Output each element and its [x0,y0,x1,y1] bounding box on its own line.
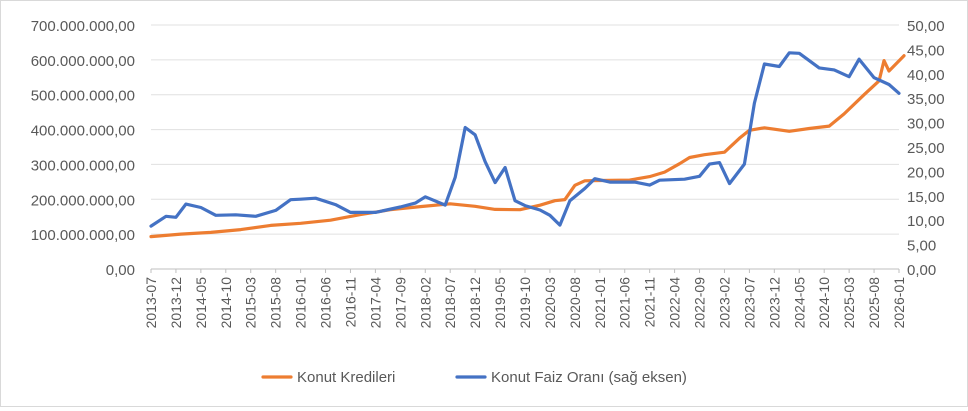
x-tick-label: 2025-03 [841,277,857,329]
right-tick-label: 5,00 [907,238,936,255]
right-tick-label: 40,00 [907,67,945,84]
right-tick-label: 35,00 [907,91,945,108]
x-tick-label: 2020-08 [567,277,583,329]
series-line-konut-faiz-orani [149,51,901,228]
x-tick-label: 2019-10 [517,277,533,329]
left-tick-label: 500.000.000,00 [31,88,135,105]
x-tick-label: 2025-08 [866,277,882,329]
right-tick-label: 25,00 [907,140,945,157]
x-tick-label: 2022-09 [692,277,708,329]
x-axis-ticks: 2013-07 2013-12 2014-05 2014-10 2015-03 2015-… [143,269,907,328]
series-line-konut-kredileri [149,54,906,239]
left-tick-label: 100.000.000,00 [31,227,135,244]
x-tick-label: 2015-08 [268,277,284,329]
x-tick-label: 2021-01 [592,277,608,329]
x-tick-label: 2018-07 [442,277,458,329]
x-tick-label: 2024-05 [791,277,807,329]
right-tick-label: 50,00 [907,18,945,35]
left-axis-ticks: 0,00 100.000.000,00 200.000.000,00 300.000.… [31,18,135,279]
x-tick-label: 2023-02 [716,277,732,329]
x-tick-label: 2014-10 [218,277,234,329]
gridlines [151,24,899,270]
x-tick-label: 2017-04 [367,277,383,329]
x-tick-label: 2021-06 [617,277,633,329]
x-tick-label: 2026-01 [891,277,907,329]
legend-label: Konut Kredileri [297,369,395,386]
x-tick-label: 2013-12 [168,277,184,329]
right-tick-label: 0,00 [907,262,936,279]
series-lines [149,51,906,239]
x-tick-label: 2018-12 [467,277,483,329]
x-tick-label: 2015-03 [243,277,259,329]
x-tick-label: 2016-01 [293,277,309,329]
left-tick-label: 0,00 [106,262,135,279]
right-tick-label: 30,00 [907,116,945,133]
x-tick-label: 2020-03 [542,277,558,329]
x-tick-label: 2019-05 [492,277,508,329]
right-tick-label: 10,00 [907,213,945,230]
right-tick-label: 20,00 [907,164,945,181]
x-tick-label: 2017-09 [392,277,408,329]
left-tick-label: 600.000.000,00 [31,53,135,70]
x-tick-label: 2016-06 [318,277,334,329]
x-tick-label: 2023-07 [741,277,757,329]
left-tick-label: 200.000.000,00 [31,192,135,209]
legend: Konut Kredileri Konut Faiz Oranı (sağ eks… [261,369,687,386]
x-tick-label: 2024-10 [816,277,832,329]
x-tick-label: 2016-11 [342,277,358,328]
left-tick-label: 400.000.000,00 [31,123,135,140]
legend-label: Konut Faiz Oranı (sağ eksen) [491,369,687,386]
left-tick-label: 300.000.000,00 [31,157,135,174]
x-tick-label: 2014-05 [193,277,209,329]
right-tick-label: 45,00 [907,42,945,59]
x-tick-label: 2022-04 [667,277,683,329]
x-tick-label: 2018-02 [417,277,433,329]
x-tick-label: 2023-12 [766,277,782,329]
right-axis-ticks: 0,00 5,00 10,00 15,00 20,00 25,00 30,00 35,00 40… [907,18,945,279]
x-tick-label: 2021-11 [642,277,658,328]
right-tick-label: 15,00 [907,189,945,206]
x-tick-label: 2013-07 [143,277,159,329]
left-tick-label: 700.000.000,00 [31,18,135,35]
